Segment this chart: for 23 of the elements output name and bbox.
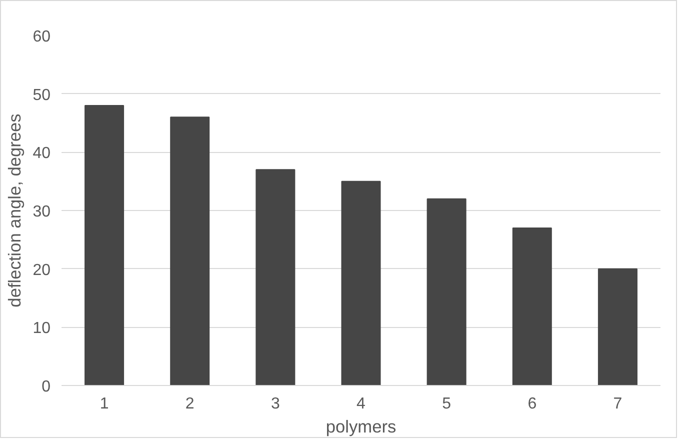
x-tick-label: 1: [100, 396, 109, 412]
bar: [512, 228, 552, 386]
bar: [341, 180, 381, 386]
x-tick-label: 2: [185, 396, 194, 412]
bar: [598, 268, 638, 386]
y-tick-label: 40: [32, 145, 51, 162]
x-tick-label: 5: [442, 396, 452, 412]
bar: [84, 105, 124, 386]
x-tick-label: 7: [613, 396, 622, 412]
y-tick-label: 30: [32, 204, 51, 220]
y-tick-label: 60: [32, 28, 51, 46]
bar: [256, 169, 296, 386]
bar: [170, 116, 210, 386]
bar: [426, 198, 466, 386]
y-tick-label: 0: [42, 378, 51, 396]
x-tick-label: 6: [528, 396, 537, 412]
y-axis-title: deflection angle, degrees: [4, 113, 25, 308]
x-tick-label: 4: [356, 396, 366, 412]
x-axis-title: polymers: [326, 416, 396, 436]
y-tick-label: 10: [32, 320, 51, 338]
y-tick-label: 50: [32, 86, 51, 104]
x-tick-label: 3: [270, 396, 280, 412]
y-tick-label: 20: [32, 262, 51, 279]
